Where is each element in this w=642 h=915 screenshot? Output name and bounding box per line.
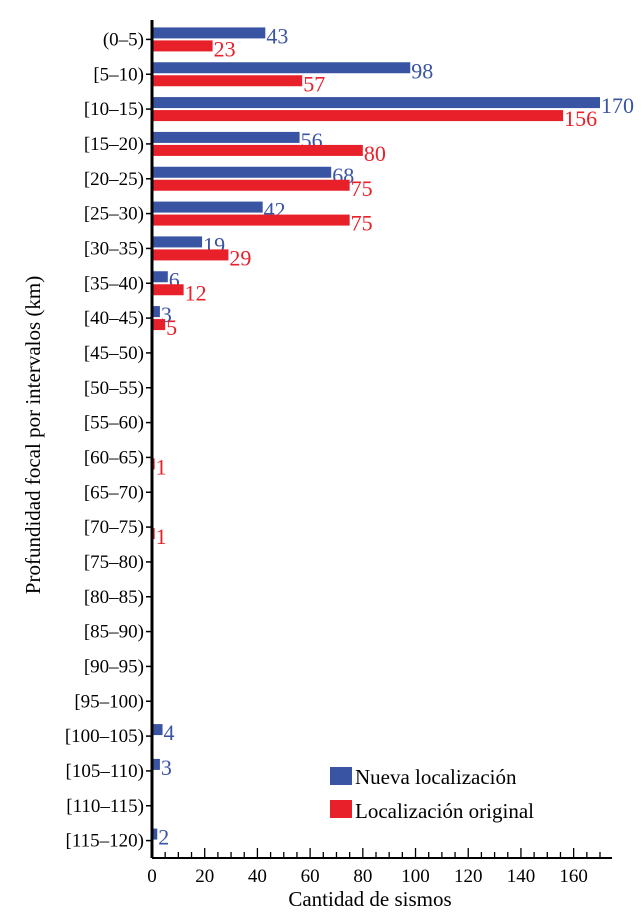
x-tick-label: 140 [507,866,536,887]
data-label-original: 5 [166,315,177,340]
y-tick-label: [80–85) [84,587,144,608]
y-tick-label: (0–5) [103,29,144,50]
x-tick-label: 160 [559,866,588,887]
data-label-nueva: 4 [164,720,175,745]
y-tick-label: [105–110) [66,761,144,782]
y-tick-label: [110–115) [66,796,144,817]
data-label-nueva: 98 [411,58,433,83]
data-label-original: 80 [364,141,386,166]
legend-item-original: Localización original [330,799,534,823]
legend-swatch-nueva [330,767,352,785]
bar-nueva [152,306,160,318]
y-tick-label: [90–95) [84,656,144,677]
y-tick-label: [45–50) [84,343,144,364]
data-label-original: 1 [156,524,167,549]
bar-original [152,144,363,156]
bar-original [152,214,350,226]
x-tick-label: 20 [195,866,214,887]
bar-nueva [152,828,158,840]
legend-label-original: Localización original [355,799,534,823]
data-label-nueva: 3 [161,302,172,327]
bar-original [152,40,213,52]
bar-nueva [152,27,266,39]
bar-original [152,179,350,191]
y-tick-label: [15–20) [84,134,144,155]
data-label-original: 23 [214,36,236,61]
bar-original [152,319,166,331]
bar-nueva [152,166,332,178]
y-tick-label: [10–15) [84,99,144,120]
x-tick-label: 100 [401,866,430,887]
y-tick-label: [95–100) [74,691,144,712]
data-label-original: 156 [564,106,597,131]
y-tick-label: [100–105) [65,726,144,747]
data-label-nueva: 2 [158,825,169,850]
y-tick-label: [25–30) [84,204,144,225]
data-label-nueva: 3 [161,755,172,780]
y-tick-label: [65–70) [84,482,144,503]
y-tick-label: [85–90) [84,622,144,643]
y-tick-label: [50–55) [84,378,144,399]
bar-original [152,249,229,261]
bar-original [152,75,303,87]
y-tick-label: [40–45) [84,308,144,329]
y-tick-label: [35–40) [84,273,144,294]
y-axis-title: Profundidad focal por intervalos (km) [21,276,45,594]
x-tick-label: 0 [147,866,157,887]
data-label-nueva: 43 [266,23,288,48]
data-label-original: 57 [303,71,325,96]
y-tick-label: [5–10) [93,64,144,85]
y-tick-label: [20–25) [84,169,144,190]
y-tick-label: [55–60) [84,413,144,434]
bar-original [152,110,564,122]
y-tick-label: [70–75) [84,517,144,538]
bar-nueva [152,62,411,74]
x-tick-label: 60 [301,866,320,887]
bar-nueva [152,201,263,213]
data-label-nueva: 6 [169,267,180,292]
bar-nueva [152,758,160,770]
data-label-original: 75 [351,211,373,236]
y-tick-label: [60–65) [84,447,144,468]
bar-nueva [152,236,203,248]
bar-nueva [152,724,163,736]
bar-nueva [152,271,168,283]
bar-original [152,284,184,296]
data-label-nueva: 170 [601,93,634,118]
legend-item-nueva: Nueva localización [330,765,517,789]
y-tick-label: [30–35) [84,238,144,259]
x-tick-label: 80 [353,866,372,887]
x-tick-label: 40 [248,866,267,887]
legend-label-nueva: Nueva localización [355,765,517,789]
y-tick-label: [115–120) [66,831,144,852]
data-label-original: 1 [156,454,167,479]
data-label-original: 12 [185,280,207,305]
bar-nueva [152,97,600,109]
x-axis-title: Cantidad de sismos [288,887,451,911]
legend: Nueva localización Localización original [330,765,534,823]
data-label-original: 75 [351,176,373,201]
data-label-original: 29 [229,245,251,270]
bar-nueva [152,131,300,143]
y-tick-label: [75–80) [84,552,144,573]
legend-swatch-original [330,800,352,818]
x-tick-label: 120 [454,866,483,887]
